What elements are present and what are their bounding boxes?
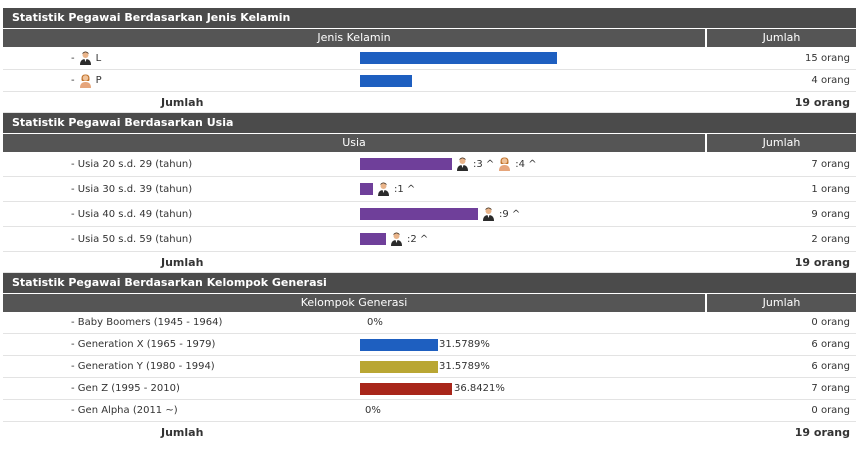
table-row: - Usia 30 s.d. 39 (tahun) :1 ^ 1 orang xyxy=(3,177,856,202)
table-row: - Generation X (1965 - 1979) 31.5789% 6 … xyxy=(3,334,856,356)
bar-area: :9 ^ xyxy=(360,207,520,221)
total-row: Jumlah 19 orang xyxy=(3,252,856,273)
generation-section-title: Statistik Pegawai Berdasarkan Kelompok G… xyxy=(3,273,856,293)
total-label: Jumlah xyxy=(161,426,204,439)
row-label: - Baby Boomers (1945 - 1964) xyxy=(71,317,223,328)
age-table-header: Usia Jumlah xyxy=(3,133,856,152)
row-label: - Usia 30 s.d. 39 (tahun) xyxy=(71,183,193,195)
gender-bar-l xyxy=(360,52,557,64)
row-count: 6 orang xyxy=(811,339,850,350)
generation-percent: 0% xyxy=(367,317,383,328)
generation-bar xyxy=(360,382,452,395)
row-count: 9 orang xyxy=(811,208,850,220)
table-row: - Gen Alpha (2011 ~) 0% 0 orang xyxy=(3,400,856,422)
bar-area: 0% xyxy=(365,405,381,416)
bar-area: :1 ^ xyxy=(360,182,415,196)
row-label: - L xyxy=(71,51,101,65)
male-person-icon xyxy=(79,51,91,65)
total-row: Jumlah 19 orang xyxy=(3,422,856,443)
generation-percent: 31.5789% xyxy=(439,361,490,372)
gender-col-header: Jenis Kelamin xyxy=(3,29,707,47)
row-count: 0 orang xyxy=(811,405,850,416)
row-label: - Generation Y (1980 - 1994) xyxy=(71,361,215,372)
statistics-panel: Statistik Pegawai Berdasarkan Jenis Kela… xyxy=(3,8,856,443)
row-count: 4 orang xyxy=(811,75,850,86)
bar-area: 31.5789% xyxy=(360,360,490,373)
bar-area: 0% xyxy=(367,317,383,328)
total-count: 19 orang xyxy=(794,426,850,439)
row-label: - Gen Alpha (2011 ~) xyxy=(71,405,178,416)
age-bar xyxy=(360,208,478,220)
row-prefix: - xyxy=(71,52,75,64)
bar-area: 36.8421% xyxy=(360,382,505,395)
generation-section: Statistik Pegawai Berdasarkan Kelompok G… xyxy=(3,273,856,443)
total-count: 19 orang xyxy=(794,95,850,109)
male-person-icon xyxy=(378,182,389,196)
female-count-link[interactable]: :4 ^ xyxy=(515,158,537,170)
table-row: - Baby Boomers (1945 - 1964) 0% 0 orang xyxy=(3,312,856,334)
row-count: 6 orang xyxy=(811,361,850,372)
table-row: - Usia 50 s.d. 59 (tahun) :2 ^ 2 orang xyxy=(3,227,856,252)
generation-percent: 31.5789% xyxy=(439,339,490,350)
table-row: - P 4 orang xyxy=(3,70,856,92)
total-label: Jumlah xyxy=(161,95,204,109)
age-bar xyxy=(360,183,373,195)
row-label: - Usia 50 s.d. 59 (tahun) xyxy=(71,233,193,245)
row-label: - Usia 40 s.d. 49 (tahun) xyxy=(71,208,193,220)
gender-label: P xyxy=(95,75,102,86)
age-section: Statistik Pegawai Berdasarkan Usia Usia … xyxy=(3,113,856,273)
row-count: 0 orang xyxy=(811,317,850,328)
age-bar xyxy=(360,158,452,170)
bar-area xyxy=(360,52,557,64)
table-row: - Usia 20 s.d. 29 (tahun) :3 ^ :4 ^ 7 or… xyxy=(3,152,856,177)
female-person-icon xyxy=(499,157,511,171)
gender-table-header: Jenis Kelamin Jumlah xyxy=(3,28,856,47)
table-row: - Generation Y (1980 - 1994) 31.5789% 6 … xyxy=(3,356,856,378)
row-label: - P xyxy=(71,73,102,88)
gender-bar-p xyxy=(360,74,412,87)
count-col-header: Jumlah xyxy=(762,31,801,44)
count-col-header: Jumlah xyxy=(762,296,801,309)
gender-section-title: Statistik Pegawai Berdasarkan Jenis Kela… xyxy=(3,8,856,28)
male-count-link[interactable]: :1 ^ xyxy=(394,183,416,195)
generation-table-header: Kelompok Generasi Jumlah xyxy=(3,293,856,312)
total-count: 19 orang xyxy=(794,255,850,269)
row-count: 7 orang xyxy=(811,383,850,394)
bar-area: 31.5789% xyxy=(360,338,490,351)
total-label: Jumlah xyxy=(161,255,204,269)
generation-bar xyxy=(360,360,438,373)
gender-section: Statistik Pegawai Berdasarkan Jenis Kela… xyxy=(3,8,856,113)
row-label: - Generation X (1965 - 1979) xyxy=(71,339,216,350)
row-label: - Usia 20 s.d. 29 (tahun) xyxy=(71,158,193,170)
row-count: 2 orang xyxy=(811,233,850,245)
generation-bar xyxy=(360,338,438,351)
generation-percent: 36.8421% xyxy=(454,383,505,394)
bar-area xyxy=(360,74,412,87)
generation-percent: 0% xyxy=(365,405,381,416)
bar-area: :3 ^ :4 ^ xyxy=(360,157,537,171)
age-col-header: Usia xyxy=(3,134,707,152)
table-row: - L 15 orang xyxy=(3,47,856,70)
row-count: 15 orang xyxy=(805,52,850,64)
row-count: 1 orang xyxy=(811,183,850,195)
male-count-link[interactable]: :3 ^ xyxy=(473,158,495,170)
table-row: - Gen Z (1995 - 2010) 36.8421% 7 orang xyxy=(3,378,856,400)
row-prefix: - xyxy=(71,75,75,86)
male-count-link[interactable]: :2 ^ xyxy=(407,233,429,245)
row-count: 7 orang xyxy=(811,158,850,170)
bar-area: :2 ^ xyxy=(360,232,428,246)
age-bar xyxy=(360,233,386,245)
male-person-icon xyxy=(391,232,402,246)
age-section-title: Statistik Pegawai Berdasarkan Usia xyxy=(3,113,856,133)
male-person-icon xyxy=(457,157,468,171)
gender-label: L xyxy=(95,52,102,64)
male-count-link[interactable]: :9 ^ xyxy=(499,208,521,220)
total-row: Jumlah 19 orang xyxy=(3,92,856,113)
generation-col-header: Kelompok Generasi xyxy=(3,294,707,312)
female-person-icon xyxy=(79,73,91,88)
row-label: - Gen Z (1995 - 2010) xyxy=(71,383,180,394)
table-row: - Usia 40 s.d. 49 (tahun) :9 ^ 9 orang xyxy=(3,202,856,227)
male-person-icon xyxy=(483,207,494,221)
count-col-header: Jumlah xyxy=(762,136,801,149)
